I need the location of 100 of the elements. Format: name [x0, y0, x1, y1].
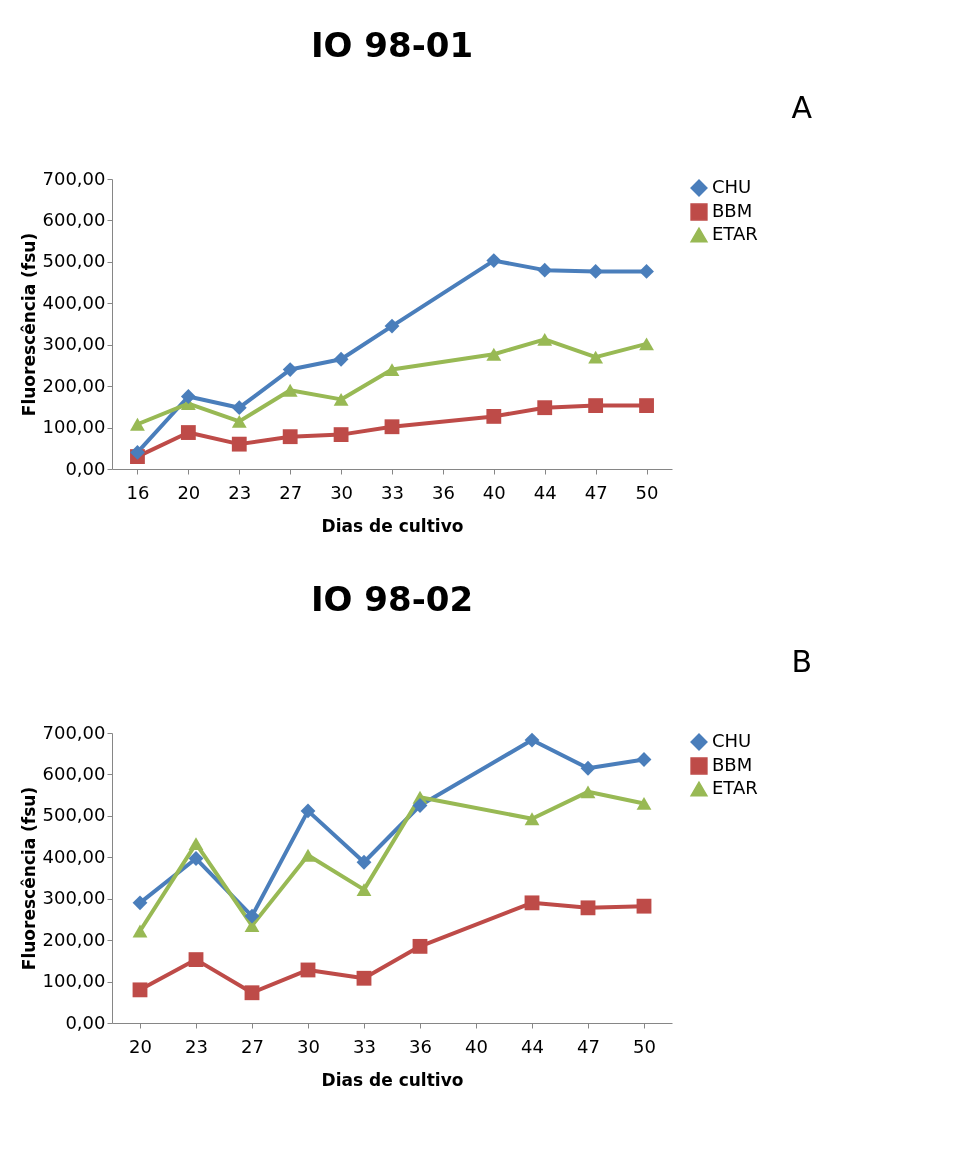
y-tick-label: 700,00 [42, 721, 106, 743]
point [282, 383, 298, 397]
point [537, 262, 553, 278]
x-tick-label: 44 [533, 481, 557, 503]
legend-label: ETAR [712, 777, 758, 798]
x-tick-label: 47 [577, 1035, 600, 1057]
x-tick-label: 50 [633, 1035, 656, 1057]
point [244, 908, 260, 924]
point [384, 419, 400, 435]
x-tick-label: 44 [521, 1035, 544, 1057]
point [412, 938, 428, 954]
point [300, 803, 316, 819]
y-tick-label: 400,00 [42, 291, 106, 313]
point [132, 924, 148, 938]
point [333, 427, 349, 443]
point [580, 900, 596, 916]
point [580, 760, 596, 776]
y-tick-label: 500,00 [42, 250, 106, 272]
point [282, 429, 298, 445]
x-axis-title: Dias de cultivo [321, 1069, 464, 1090]
legend-label: BBM [712, 754, 753, 775]
y-tick-label: 300,00 [42, 333, 106, 355]
x-tick-label: 33 [353, 1035, 376, 1057]
legend-label: ETAR [712, 223, 758, 244]
x-tick-label: 27 [241, 1035, 264, 1057]
x-tick-label: 20 [129, 1035, 152, 1057]
y-tick-label: 600,00 [42, 762, 106, 784]
y-tick-label: 100,00 [42, 970, 106, 992]
point [356, 970, 372, 986]
point [333, 392, 349, 406]
x-tick-label: 30 [297, 1035, 320, 1057]
point [188, 837, 204, 851]
point [639, 337, 654, 351]
x-tick-label: 33 [381, 481, 404, 503]
x-tick-label: 47 [584, 481, 608, 503]
y-tick-label: 200,00 [42, 928, 106, 950]
point [130, 417, 145, 431]
point [244, 985, 260, 1001]
x-tick-label: 36 [431, 481, 455, 503]
point [130, 445, 145, 460]
point [588, 263, 604, 279]
point [486, 253, 502, 269]
point [231, 414, 247, 428]
x-tick-label: 23 [185, 1035, 208, 1057]
y-tick-label: 0,00 [65, 1011, 106, 1033]
y-tick-label: 0,00 [65, 457, 106, 479]
point [588, 398, 604, 414]
x-tick-label: 36 [409, 1035, 432, 1057]
point [188, 952, 204, 968]
point [180, 425, 196, 440]
y-tick-label: 700,00 [42, 167, 106, 189]
point [639, 263, 654, 279]
x-tick-label: 30 [330, 481, 354, 503]
y-axis-title: Fluorescência (fsu) [18, 232, 39, 417]
point [524, 732, 540, 748]
y-axis-title: Fluorescência (fsu) [18, 786, 39, 971]
point [486, 347, 502, 361]
point [282, 362, 298, 377]
point [231, 436, 247, 452]
y-tick-label: 200,00 [42, 374, 106, 396]
point [636, 797, 652, 810]
text: A [791, 90, 813, 125]
point [636, 898, 652, 914]
x-tick-label: 16 [126, 481, 150, 503]
x-tick-label: 23 [228, 481, 252, 503]
point [524, 812, 540, 826]
point [537, 400, 553, 416]
point [132, 895, 148, 911]
x-axis-title: Dias de cultivo [321, 515, 464, 536]
x-tick-label: 20 [177, 481, 201, 503]
point [384, 318, 400, 334]
point [356, 854, 372, 870]
point [300, 848, 316, 862]
point [524, 895, 540, 911]
x-tick-label: 50 [635, 481, 659, 503]
point [333, 351, 349, 367]
y-tick-label: 100,00 [42, 416, 106, 438]
point [180, 389, 196, 404]
y-tick-label: 600,00 [42, 208, 106, 230]
point [588, 350, 604, 364]
y-tick-label: 500,00 [42, 804, 106, 826]
point [384, 363, 400, 376]
legend-label: CHU [712, 176, 752, 197]
point [356, 883, 372, 897]
text: B [791, 644, 812, 679]
legend-label: BBM [712, 200, 753, 221]
chart-title: IO 98-01 [310, 25, 474, 65]
point [580, 785, 596, 799]
point [486, 408, 502, 424]
point [231, 400, 247, 416]
legend-label: CHU [712, 730, 752, 751]
x-tick-label: 40 [482, 481, 506, 503]
point [537, 332, 553, 346]
point [639, 398, 654, 414]
point [132, 982, 148, 998]
y-tick-label: 400,00 [42, 845, 106, 867]
y-tick-label: 300,00 [42, 887, 106, 909]
x-tick-label: 40 [465, 1035, 488, 1057]
x-tick-label: 27 [279, 481, 303, 503]
chart-title: IO 98-02 [310, 579, 474, 619]
